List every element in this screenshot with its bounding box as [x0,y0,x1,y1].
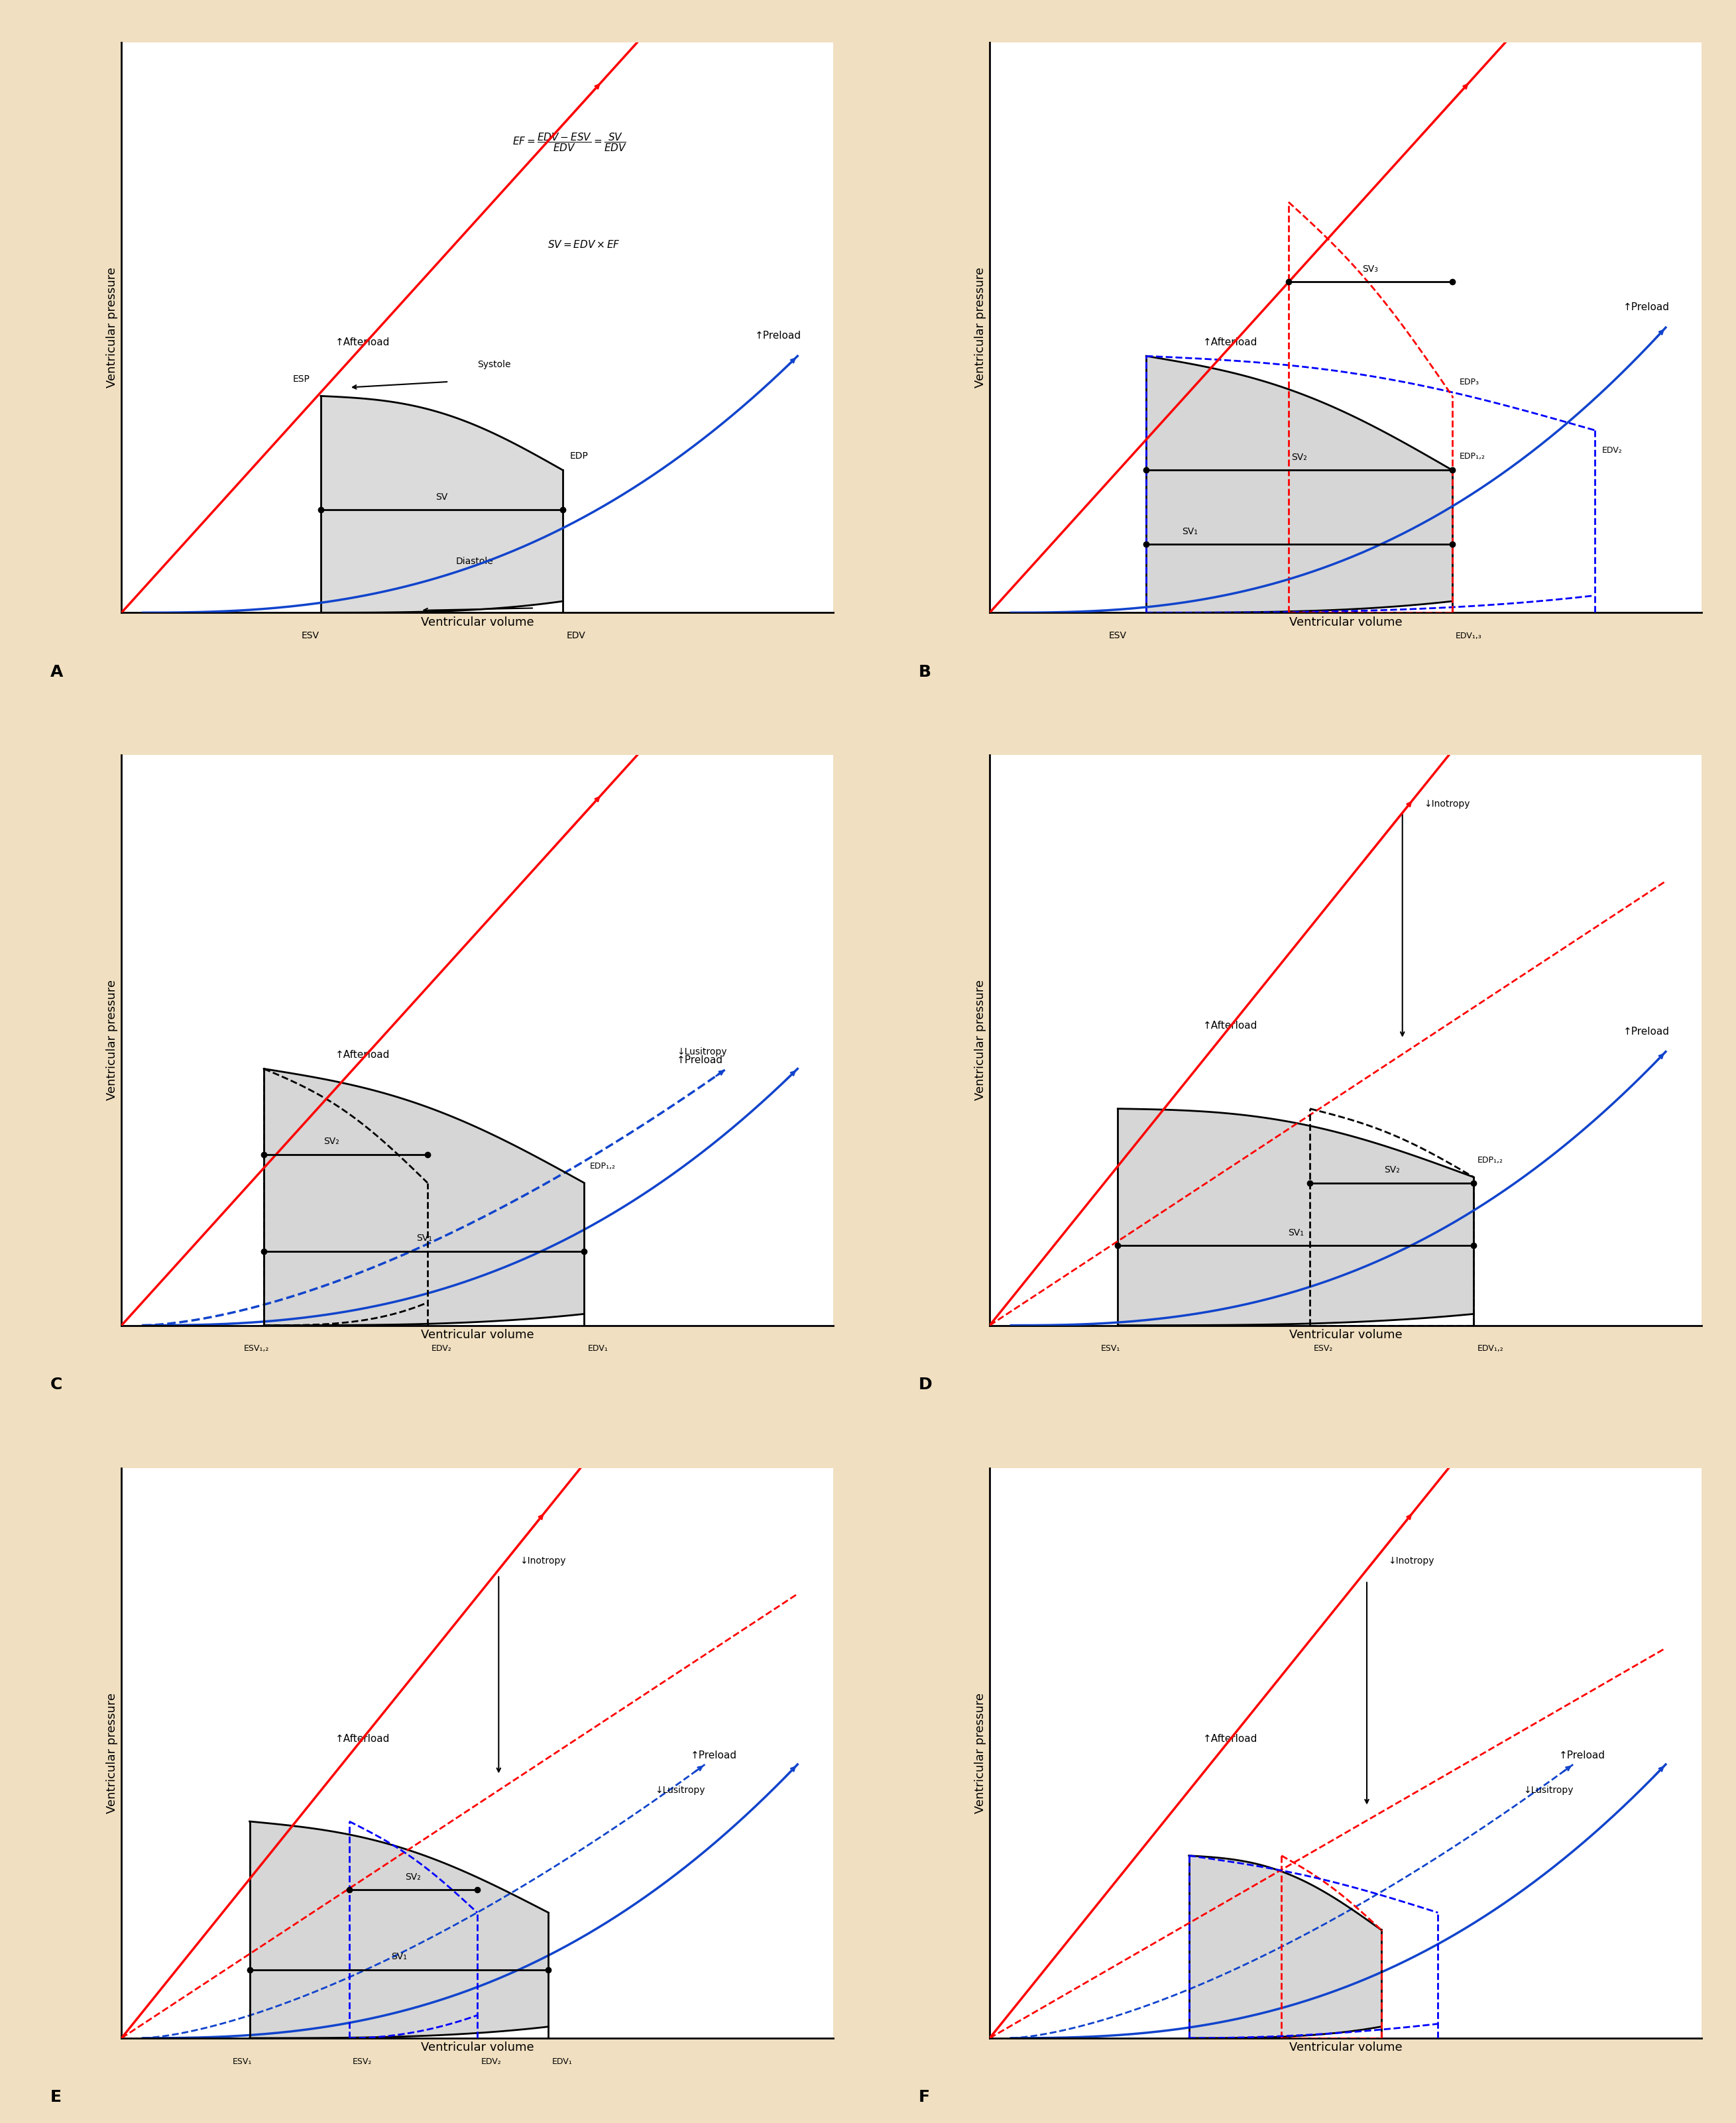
X-axis label: Ventricular volume: Ventricular volume [1288,1329,1403,1342]
Text: EDP₃: EDP₃ [1460,378,1479,386]
Text: ↑Afterload: ↑Afterload [335,338,389,348]
Text: SV₂: SV₂ [406,1872,422,1881]
Text: ESP: ESP [293,374,311,384]
Text: EDV₁,₃: EDV₁,₃ [1457,633,1483,641]
Text: ESV₂: ESV₂ [352,2057,372,2066]
Polygon shape [1146,357,1453,614]
Text: B: B [918,664,930,679]
Text: E: E [50,2089,62,2106]
Text: EDP: EDP [569,452,589,461]
Polygon shape [1118,1108,1474,1325]
Y-axis label: Ventricular pressure: Ventricular pressure [106,981,118,1100]
Text: SV₂: SV₂ [323,1136,339,1146]
Text: A: A [50,664,62,679]
Text: ↓Inotropy: ↓Inotropy [1389,1556,1434,1565]
Text: ESV₁: ESV₁ [1101,1344,1120,1352]
Text: EDV₂: EDV₂ [1602,446,1621,454]
Text: EDV₁: EDV₁ [587,1344,608,1352]
Text: ↑Preload: ↑Preload [691,1751,738,1760]
Text: ↓Inotropy: ↓Inotropy [1424,798,1470,809]
X-axis label: Ventricular volume: Ventricular volume [420,1329,535,1342]
X-axis label: Ventricular volume: Ventricular volume [420,2042,535,2053]
Text: F: F [918,2089,930,2106]
Text: Systole: Systole [477,361,510,369]
Text: ↑Preload: ↑Preload [755,331,802,342]
Y-axis label: Ventricular pressure: Ventricular pressure [974,1692,986,1813]
X-axis label: Ventricular volume: Ventricular volume [1288,616,1403,628]
Text: ESV: ESV [1109,631,1127,641]
Text: ↓Lusitropy: ↓Lusitropy [677,1047,727,1057]
Text: ESV₁: ESV₁ [233,2057,252,2066]
Y-axis label: Ventricular pressure: Ventricular pressure [974,267,986,389]
Y-axis label: Ventricular pressure: Ventricular pressure [106,267,118,389]
Text: SV₁: SV₁ [391,1953,406,1962]
Text: ↑Afterload: ↑Afterload [1203,1734,1259,1743]
Y-axis label: Ventricular pressure: Ventricular pressure [974,981,986,1100]
Text: EDV: EDV [566,631,585,641]
X-axis label: Ventricular volume: Ventricular volume [420,616,535,628]
Text: ↑Afterload: ↑Afterload [335,1051,389,1059]
Text: ↑Preload: ↑Preload [677,1055,722,1066]
Text: SV: SV [436,493,448,501]
Text: EDV₂: EDV₂ [481,2057,502,2066]
Polygon shape [1189,1856,1382,2038]
Text: ↓Lusitropy: ↓Lusitropy [654,1785,705,1794]
Text: SV₃: SV₃ [1363,265,1378,274]
Polygon shape [250,1822,549,2038]
Text: ↑Preload: ↑Preload [1623,1028,1670,1036]
Polygon shape [264,1068,583,1325]
Text: ↑Afterload: ↑Afterload [335,1734,389,1743]
Text: SV₁: SV₁ [1182,527,1198,535]
Text: SV₁: SV₁ [1288,1227,1304,1238]
Text: ↑Preload: ↑Preload [1623,301,1670,312]
Text: ↑Afterload: ↑Afterload [1203,1021,1259,1032]
Text: $SV = EDV \times EF$: $SV = EDV \times EF$ [547,240,620,251]
Text: EDV₂: EDV₂ [431,1344,451,1352]
Text: EDP₁,₂: EDP₁,₂ [1477,1157,1503,1166]
Text: ↓Lusitropy: ↓Lusitropy [1524,1785,1573,1794]
Text: EDP₁,₂: EDP₁,₂ [590,1161,616,1170]
Y-axis label: Ventricular pressure: Ventricular pressure [106,1692,118,1813]
Text: C: C [50,1376,62,1393]
Text: ESV₁,₂: ESV₁,₂ [245,1344,269,1352]
Text: ESV₂: ESV₂ [1314,1344,1333,1352]
Text: SV₂: SV₂ [1384,1166,1399,1174]
Text: SV₁: SV₁ [417,1233,432,1242]
Text: EDP₁,₂: EDP₁,₂ [1460,452,1486,461]
Text: SV₂: SV₂ [1292,452,1307,463]
Text: EDV₁,₂: EDV₁,₂ [1477,1344,1503,1352]
Text: D: D [918,1376,932,1393]
Text: EDV₁: EDV₁ [552,2057,573,2066]
Text: ↑Preload: ↑Preload [1559,1751,1606,1760]
Text: Diastole: Diastole [457,556,493,567]
Text: ESV: ESV [300,631,319,641]
Text: ↓Inotropy: ↓Inotropy [521,1556,566,1565]
Text: ↑Afterload: ↑Afterload [1203,338,1259,348]
Text: $EF = \dfrac{EDV - ESV}{EDV} = \dfrac{SV}{EDV}$: $EF = \dfrac{EDV - ESV}{EDV} = \dfrac{SV… [512,132,627,153]
X-axis label: Ventricular volume: Ventricular volume [1288,2042,1403,2053]
Polygon shape [321,397,562,614]
